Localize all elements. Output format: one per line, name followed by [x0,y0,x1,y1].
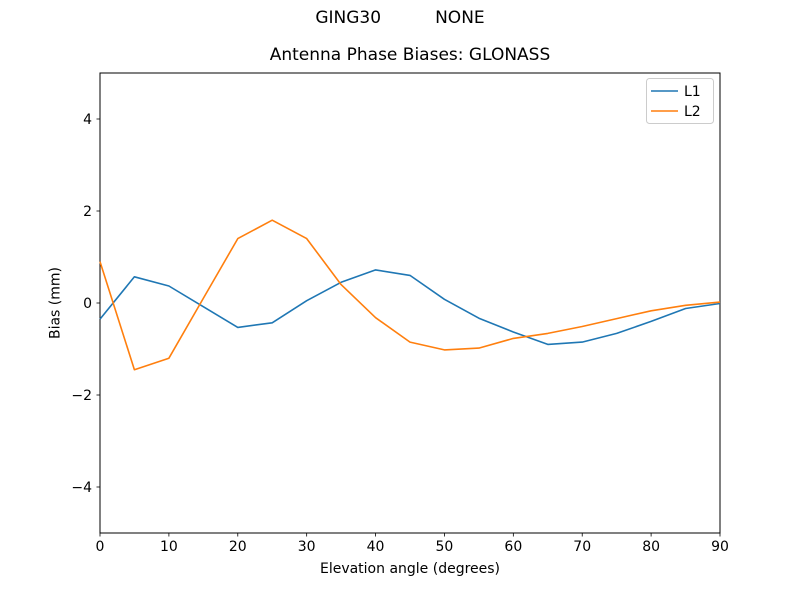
y-axis-label: Bias (mm) [47,266,64,340]
figure-suptitle: GING30 NONE [315,8,485,28]
x-tick-label: 10 [160,539,178,555]
x-tick-label: 40 [367,539,385,555]
x-tick-label: 20 [229,539,247,555]
series-line-L2 [99,219,721,371]
x-tick-label: 0 [96,539,105,555]
x-tick-label: 80 [642,539,660,555]
x-axis-label: Elevation angle (degrees) [319,561,501,577]
x-tick-label: 50 [436,539,454,555]
y-tick-label: −2 [71,388,92,404]
y-tick-label: −4 [71,480,92,496]
y-tick-label: 2 [83,204,92,220]
legend-box [646,78,714,124]
x-tick-label: 90 [711,539,729,555]
chart-title: Antenna Phase Biases: GLONASS [269,45,551,65]
x-tick-label: 30 [298,539,316,555]
axes-frame [99,72,721,534]
legend-label-L2: L2 [684,104,701,120]
x-tick-label: 60 [504,539,522,555]
x-tick-label: 70 [573,539,591,555]
y-tick-label: 4 [83,112,92,128]
legend-item-L2: L2 [651,104,701,120]
y-tick-label: 0 [83,296,92,312]
legend-label-L1: L1 [684,84,701,100]
legend-item-L1: L1 [651,84,701,100]
series-line-L1 [99,269,721,346]
